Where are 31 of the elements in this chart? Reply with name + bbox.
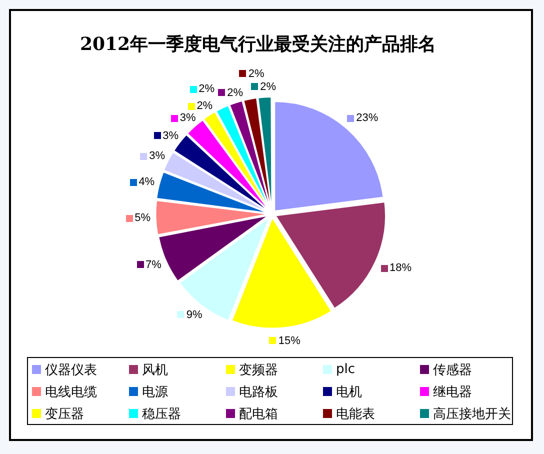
data-label: 3% bbox=[149, 150, 165, 162]
chart-title: 2012年一季度电气行业最受关注的产品排名 bbox=[80, 34, 436, 56]
data-label: 2% bbox=[227, 86, 243, 99]
legend-label: 变压器 bbox=[45, 406, 84, 422]
legend-label: 高压接地开关 bbox=[433, 406, 511, 422]
data-label: 9% bbox=[186, 308, 202, 321]
legend-label: 配电箱 bbox=[239, 406, 278, 422]
legend-label: 稳压器 bbox=[142, 406, 181, 422]
legend-label: plc bbox=[336, 362, 356, 377]
legend-label: 电源 bbox=[142, 384, 168, 400]
data-label: 23% bbox=[356, 112, 378, 124]
data-label: 3% bbox=[162, 130, 178, 142]
data-label: 15% bbox=[278, 334, 300, 347]
legend-label: 传感器 bbox=[433, 362, 472, 378]
legend-label: 电线电缆 bbox=[45, 384, 97, 400]
data-label: 7% bbox=[146, 258, 162, 271]
data-label: 2% bbox=[260, 80, 276, 93]
legend-label: 电能表 bbox=[336, 406, 375, 422]
data-label: 2% bbox=[248, 68, 264, 80]
data-label: 2% bbox=[198, 83, 214, 96]
data-label: 3% bbox=[180, 112, 196, 124]
data-label: 5% bbox=[134, 212, 150, 224]
legend-label: 继电器 bbox=[433, 384, 472, 400]
legend-label: 变频器 bbox=[239, 362, 278, 378]
data-label: 4% bbox=[138, 176, 155, 188]
legend-label: 仪器仪表 bbox=[45, 362, 97, 378]
legend-label: 电路板 bbox=[239, 384, 278, 400]
data-label: 2% bbox=[196, 100, 213, 112]
legend-label: 电机 bbox=[336, 384, 362, 400]
data-label: 18% bbox=[390, 262, 412, 274]
legend-label: 风机 bbox=[142, 362, 168, 378]
